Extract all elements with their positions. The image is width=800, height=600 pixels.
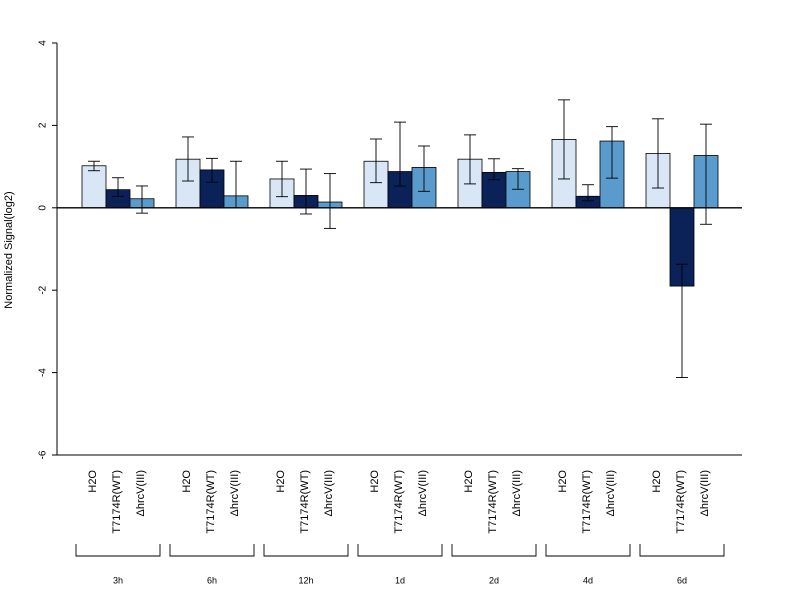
- error-bar: [394, 121, 406, 187]
- y-tick-label: -6: [38, 450, 49, 459]
- group-bracket: [75, 544, 161, 557]
- error-bar: [112, 177, 124, 197]
- error-bar: [464, 134, 476, 185]
- category-label: H2O: [87, 470, 99, 493]
- y-tick-label: 4: [38, 40, 49, 46]
- category-label: T7174R(WT): [581, 470, 593, 534]
- category-label: H2O: [557, 470, 569, 493]
- group-bracket: [451, 544, 537, 557]
- category-label: H2O: [181, 470, 193, 493]
- category-label: T7174R(WT): [299, 470, 311, 534]
- category-label: ΔhrcV(III): [605, 470, 617, 516]
- category-label: ΔhrcV(III): [699, 470, 711, 516]
- y-tick-label: -2: [38, 285, 49, 294]
- category-label: ΔhrcV(III): [417, 470, 429, 516]
- group-label: 6d: [677, 575, 687, 585]
- group-bracket: [545, 544, 631, 557]
- group-labels: 3h 6h 12h 1d 2d 4d 6d: [113, 575, 687, 585]
- y-tick-label: -4: [38, 368, 49, 377]
- category-label: ΔhrcV(III): [135, 470, 147, 516]
- group-label: 3h: [113, 575, 123, 585]
- y-axis-label: Normalized Signal(log2): [3, 191, 15, 308]
- group-brackets: [75, 544, 725, 557]
- category-label: H2O: [275, 470, 287, 493]
- group-label: 1d: [395, 575, 405, 585]
- bar: [81, 165, 107, 209]
- group-label: 6h: [207, 575, 217, 585]
- y-axis: -6 -4 -2 0 2 4: [38, 40, 58, 459]
- error-bar: [324, 173, 336, 229]
- group-bracket: [639, 544, 725, 557]
- category-label: ΔhrcV(III): [323, 470, 335, 516]
- category-label: ΔhrcV(III): [229, 470, 241, 516]
- category-label: T7174R(WT): [487, 470, 499, 534]
- error-bar: [276, 160, 288, 198]
- error-bar: [418, 145, 430, 192]
- error-bar: [582, 184, 594, 202]
- error-bar: [370, 138, 382, 184]
- error-bar: [558, 99, 570, 180]
- y-tick-label: 0: [38, 205, 49, 211]
- category-label: T7174R(WT): [205, 470, 217, 534]
- category-label: ΔhrcV(III): [511, 470, 523, 516]
- y-tick-label: 2: [38, 122, 49, 128]
- error-bars: [88, 99, 712, 378]
- error-bar: [488, 158, 500, 181]
- group-bracket: [169, 544, 255, 557]
- error-bar: [606, 126, 618, 179]
- group-label: 12h: [298, 575, 313, 585]
- category-label: T7174R(WT): [111, 470, 123, 534]
- group-bracket: [357, 544, 443, 557]
- error-bar: [88, 160, 100, 172]
- bars: [81, 139, 719, 287]
- category-labels: H2O T7174R(WT) ΔhrcV(III) H2O T7174R(WT) Δhrc…: [87, 470, 711, 534]
- category-label: H2O: [369, 470, 381, 493]
- group-label: 2d: [489, 575, 499, 585]
- error-bar: [652, 118, 664, 189]
- group-bracket: [263, 544, 349, 557]
- category-label: H2O: [651, 470, 663, 493]
- bar: [199, 169, 225, 209]
- error-bar: [676, 263, 688, 378]
- group-label: 4d: [583, 575, 593, 585]
- error-bar: [136, 185, 148, 214]
- error-bar: [182, 136, 194, 182]
- category-label: T7174R(WT): [675, 470, 687, 534]
- error-bar: [300, 168, 312, 215]
- category-label: T7174R(WT): [393, 470, 405, 534]
- error-bar: [512, 168, 524, 190]
- error-bar: [206, 157, 218, 183]
- category-label: H2O: [463, 470, 475, 493]
